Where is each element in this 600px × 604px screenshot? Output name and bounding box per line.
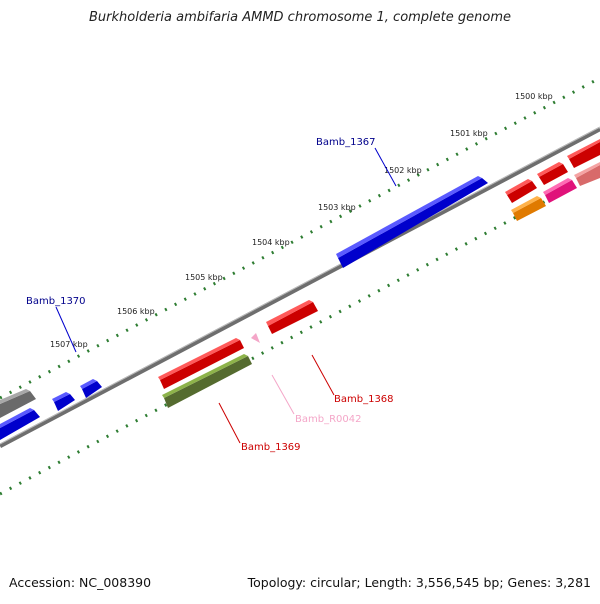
leader-bamb-1367: [374, 147, 397, 187]
accession-text: Accession: NC_008390: [9, 575, 152, 590]
gene-blue-small-1[interactable]: [52, 392, 75, 411]
ruler-outer: [0, 76, 600, 400]
kbp-label-1500: 1500 kbp: [515, 92, 553, 101]
kbp-label-1504: 1504 kbp: [252, 238, 290, 247]
gene-olive[interactable]: [162, 354, 252, 408]
gene-red-right-2[interactable]: [537, 162, 568, 185]
genome-backbone-highlight: [0, 126, 600, 445]
map-title: Burkholderia ambifaria AMMD chromosome 1…: [88, 10, 512, 25]
gene-magenta[interactable]: [543, 178, 577, 203]
gene-blue-left[interactable]: [0, 408, 40, 440]
gene-bamb-1367[interactable]: [336, 176, 488, 268]
gene-red-right-1[interactable]: [505, 179, 537, 203]
kbp-label-1505: 1505 kbp: [185, 273, 223, 282]
gene-bamb-1368[interactable]: [266, 300, 318, 334]
gene-bamb-1369[interactable]: [158, 338, 244, 389]
leader-bamb-r0042: [271, 374, 295, 415]
leader-bamb-1370: [55, 306, 77, 353]
kbp-label-1502: 1502 kbp: [384, 166, 422, 175]
gene-red-right-3[interactable]: [567, 139, 600, 168]
genome-backbone: [0, 127, 600, 448]
genome-summary-text: Topology: circular; Length: 3,556,545 bp…: [247, 575, 591, 590]
gene-orange[interactable]: [511, 196, 546, 221]
gene-salmon[interactable]: [574, 162, 600, 186]
kbp-label-1507: 1507 kbp: [50, 340, 88, 349]
kbp-label-1503: 1503 kbp: [318, 203, 356, 212]
label-bamb-1369[interactable]: Bamb_1369: [241, 442, 301, 453]
label-bamb-1367[interactable]: Bamb_1367: [316, 137, 376, 148]
kbp-label-1501: 1501 kbp: [450, 129, 488, 138]
gene-blue-small-2[interactable]: [80, 379, 102, 398]
leader-bamb-1368: [311, 354, 335, 396]
leader-bamb-1369: [218, 402, 241, 444]
kbp-label-1506: 1506 kbp: [117, 307, 155, 316]
gene-grey-left[interactable]: [0, 389, 36, 418]
rna-bamb-r0042[interactable]: [251, 333, 260, 343]
label-bamb-1368[interactable]: Bamb_1368: [334, 394, 394, 405]
label-bamb-r0042[interactable]: Bamb_R0042: [295, 414, 361, 425]
label-bamb-1370[interactable]: Bamb_1370: [26, 296, 86, 307]
